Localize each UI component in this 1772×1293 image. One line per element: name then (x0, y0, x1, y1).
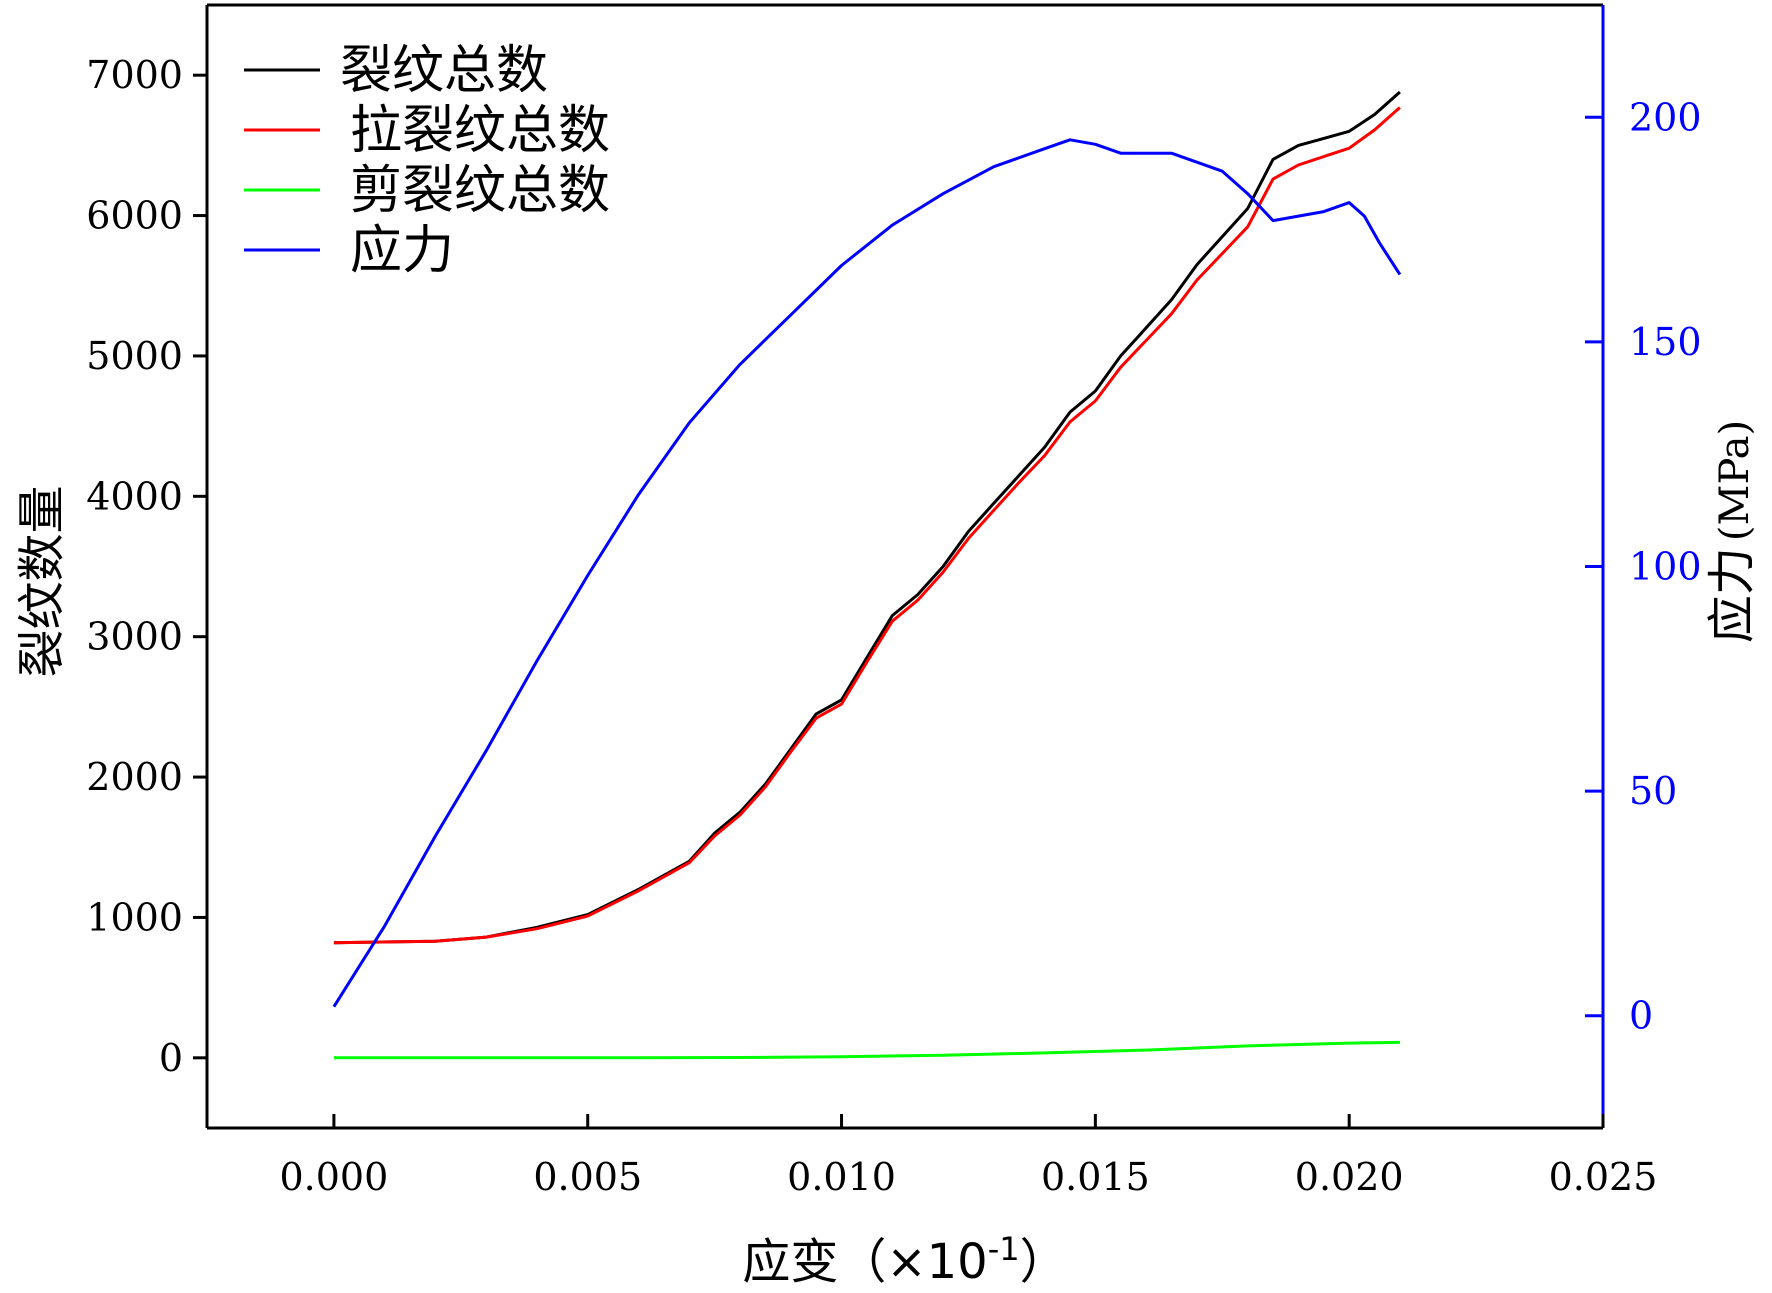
y-right-axis-title: 应力 (MPa) (1704, 420, 1760, 643)
y-right-tick-label: 50 (1629, 769, 1677, 813)
x-tick-label: 0.005 (533, 1155, 642, 1199)
x-axis-title-close: ） (1020, 1234, 1068, 1290)
x-tick-label: 0.015 (1041, 1155, 1150, 1199)
series-layer (332, 90, 1402, 1060)
y-left-tick-label: 1000 (86, 895, 183, 939)
y-right-tick-label: 200 (1629, 95, 1702, 139)
y-left-tick-label: 6000 (86, 194, 183, 238)
y-left-tick-label: 3000 (86, 615, 183, 659)
legend-label-2: 剪裂纹总数 (350, 161, 610, 221)
y-right-tick-label: 0 (1629, 994, 1653, 1038)
legend-label-3: 应力 (350, 221, 454, 281)
y-left-axis-title: 裂纹数量 (14, 485, 70, 677)
y-left-tick-label: 0 (159, 1036, 183, 1080)
y-left-tick-label: 7000 (86, 53, 183, 97)
y-right-tick-label: 100 (1629, 545, 1702, 589)
y-left-tick-label: 5000 (86, 334, 183, 378)
x-axis-title-text: 应变（×10 (742, 1234, 987, 1290)
x-tick-label: 0.025 (1549, 1155, 1658, 1199)
x-tick-label: 0.010 (787, 1155, 896, 1199)
y-right-axis-title-text: 应力 (1704, 547, 1760, 643)
y-right-axis-title-unit: (MPa) (1712, 420, 1758, 541)
series-line-3 (332, 138, 1402, 1008)
series-line-1 (333, 106, 1401, 945)
legend-label-0: 裂纹总数 (340, 41, 548, 101)
x-tick-label: 0.000 (280, 1155, 389, 1199)
series-line-2 (333, 1040, 1400, 1060)
x-axis-title: 应变（×10-1） (742, 1230, 1067, 1290)
x-tick-label: 0.020 (1295, 1155, 1404, 1199)
axes-layer: 0.000 0.005 0.010 0.015 0.020 0.0250100020003… (86, 3, 1702, 1199)
legend-label-1: 拉裂纹总数 (350, 101, 610, 161)
y-right-tick-label: 150 (1629, 320, 1702, 364)
x-axis-title-exponent: -1 (988, 1230, 1020, 1268)
y-left-tick-label: 4000 (86, 474, 183, 518)
y-left-tick-label: 2000 (86, 755, 183, 799)
